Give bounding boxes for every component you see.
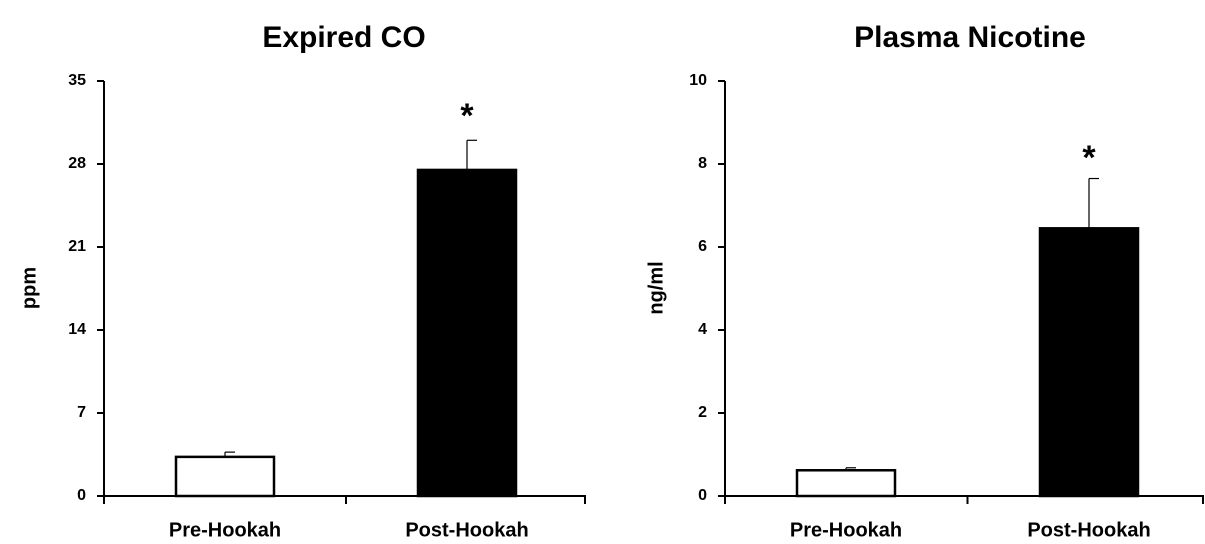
y-tick-label: 28 — [68, 155, 86, 172]
chart-title: Plasma Nicotine — [854, 21, 1086, 54]
bar-post-hookah — [416, 168, 518, 498]
chart-title: Expired CO — [262, 21, 425, 54]
x-tick-label: Pre-Hookah — [169, 519, 281, 541]
y-tick-label: 6 — [698, 238, 707, 255]
bar-post-hookah — [1038, 227, 1140, 498]
bar-pre-hookah — [174, 455, 276, 498]
y-tick-label: 21 — [68, 238, 86, 255]
chart-expired-co: Expired CO ppm Pre-Hookah * Post-Hookah 0 7 14 2… — [18, 21, 586, 541]
x-tick-label: Pre-Hookah — [790, 519, 902, 541]
y-tick-label: 10 — [689, 72, 707, 89]
x-tick-label: Post-Hookah — [405, 519, 528, 541]
y-axis-label: ng/ml — [645, 261, 667, 314]
y-tick-label: 7 — [77, 404, 86, 421]
y-tick-label: 14 — [68, 321, 86, 338]
x-tick-label: Post-Hookah — [1027, 519, 1150, 541]
chart-plasma-nicotine: Plasma Nicotine ng/ml Pre-Hookah * Post-Hook… — [645, 21, 1204, 541]
bar-pre-hookah — [795, 469, 897, 498]
significance-marker: * — [460, 97, 474, 135]
y-tick-label: 0 — [698, 487, 707, 504]
y-axis-label: ppm — [18, 267, 40, 309]
y-tick-label: 35 — [68, 72, 86, 89]
y-tick-label: 4 — [698, 321, 707, 338]
y-tick-label: 0 — [77, 487, 86, 504]
significance-marker: * — [1082, 139, 1096, 177]
y-tick-label: 8 — [698, 155, 707, 172]
y-tick-label: 2 — [698, 404, 707, 421]
